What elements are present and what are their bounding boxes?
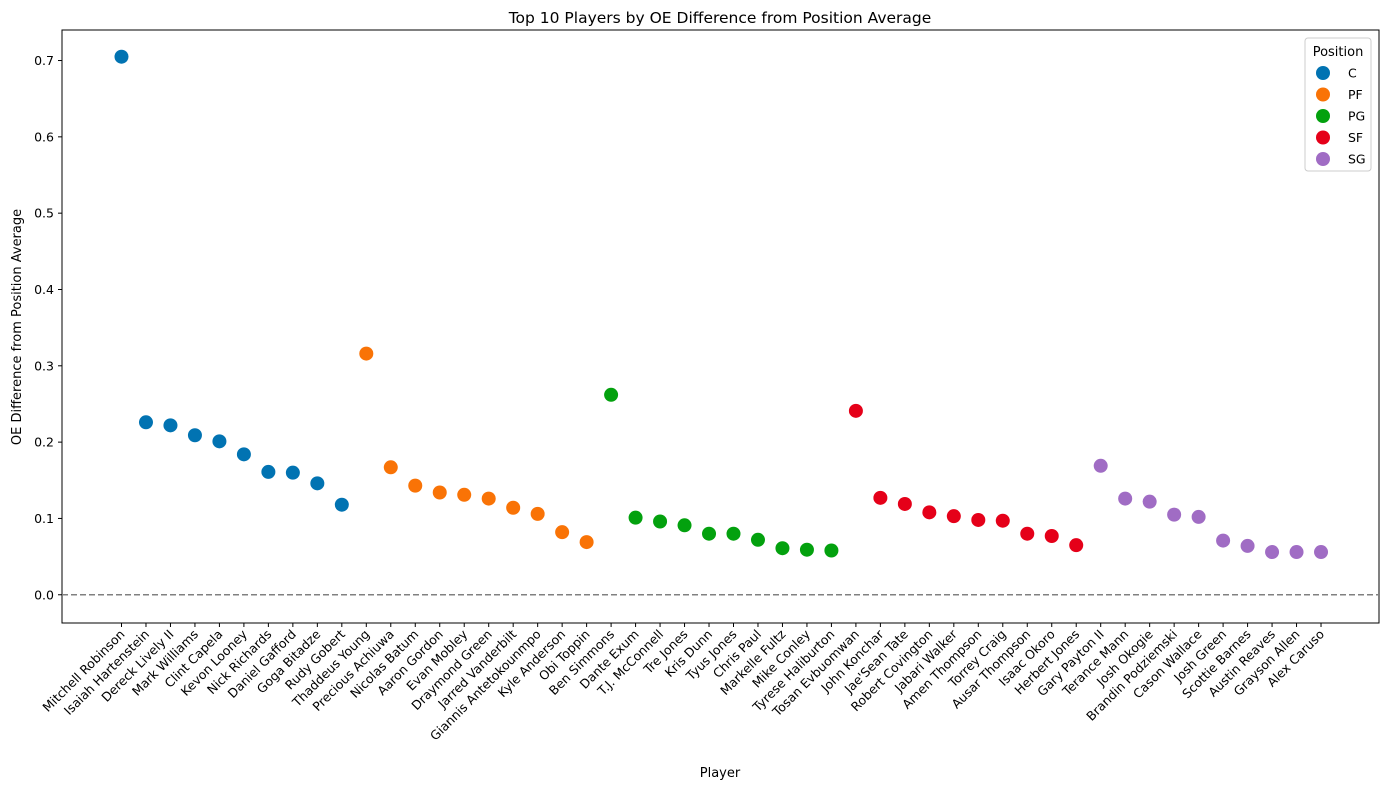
point-pg (702, 526, 717, 541)
legend-label-pf: PF (1348, 87, 1363, 102)
legend-title: Position (1313, 45, 1364, 60)
point-c (236, 447, 251, 462)
y-axis-label: OE Difference from Position Average (10, 209, 25, 445)
point-sf (897, 496, 912, 511)
y-tick-label: 0.5 (34, 206, 54, 221)
point-pg (628, 510, 643, 525)
point-pf (359, 346, 374, 361)
y-tick-label: 0.6 (34, 129, 54, 144)
point-pf (555, 525, 570, 540)
point-c (187, 428, 202, 443)
point-pf (432, 485, 447, 500)
point-c (310, 476, 325, 491)
point-sf (1020, 526, 1035, 541)
point-pg (604, 387, 619, 402)
y-tick-label: 0.3 (34, 358, 54, 373)
x-axis-label: Player (700, 766, 741, 781)
point-sg (1118, 491, 1133, 506)
point-c (285, 465, 300, 480)
legend-label-sg: SG (1348, 152, 1366, 167)
point-c (163, 418, 178, 433)
point-pg (726, 526, 741, 541)
point-pf (506, 500, 521, 515)
legend-label-pg: PG (1348, 109, 1365, 124)
point-pf (579, 535, 594, 550)
point-pf (457, 487, 472, 502)
point-sg (1314, 545, 1329, 560)
point-pf (530, 506, 545, 521)
point-sg (1216, 533, 1231, 548)
point-sg (1167, 507, 1182, 522)
point-pg (775, 541, 790, 556)
point-sg (1240, 538, 1255, 553)
point-sf (873, 490, 888, 505)
point-c (212, 434, 227, 449)
point-sg (1265, 545, 1280, 560)
legend-marker-pf (1316, 87, 1330, 102)
point-sf (995, 513, 1010, 528)
point-pf (481, 491, 496, 506)
y-tick-label: 0.0 (34, 587, 54, 602)
point-pg (653, 514, 668, 529)
point-pg (750, 532, 765, 547)
point-c (334, 497, 349, 512)
point-sg (1093, 458, 1108, 473)
legend-marker-pg (1316, 109, 1330, 123)
point-sg (1289, 545, 1304, 560)
point-sf (1044, 528, 1059, 543)
point-c (114, 49, 129, 64)
plot-area (61, 29, 1380, 624)
point-pg (799, 542, 814, 557)
legend-marker-sg (1316, 152, 1330, 166)
point-sf (946, 509, 961, 524)
legend: Position C PF PG SF SG (1304, 37, 1372, 172)
y-axis: 0.0 0.1 0.2 0.3 0.4 0.5 0.6 0.7 (34, 53, 62, 602)
legend-label-sf: SF (1348, 130, 1363, 145)
point-sf (922, 505, 937, 520)
legend-marker-sf (1316, 130, 1330, 145)
data-points (114, 49, 1329, 560)
legend-marker-c (1316, 66, 1330, 80)
y-tick-label: 0.1 (34, 511, 54, 526)
point-pg (677, 518, 692, 533)
point-pf (383, 460, 398, 475)
point-sf (1069, 538, 1084, 553)
y-tick-label: 0.4 (34, 282, 54, 297)
point-sg (1191, 509, 1206, 524)
point-pf (408, 478, 423, 493)
chart-title: Top 10 Players by OE Difference from Pos… (508, 9, 932, 27)
point-c (138, 415, 153, 430)
point-sf (971, 512, 986, 527)
legend-label-c: C (1348, 66, 1357, 81)
point-c (261, 464, 276, 479)
y-tick-label: 0.7 (34, 53, 54, 68)
y-tick-label: 0.2 (34, 435, 54, 450)
point-pg (824, 543, 839, 558)
point-sf (848, 403, 863, 418)
point-sg (1142, 494, 1157, 509)
